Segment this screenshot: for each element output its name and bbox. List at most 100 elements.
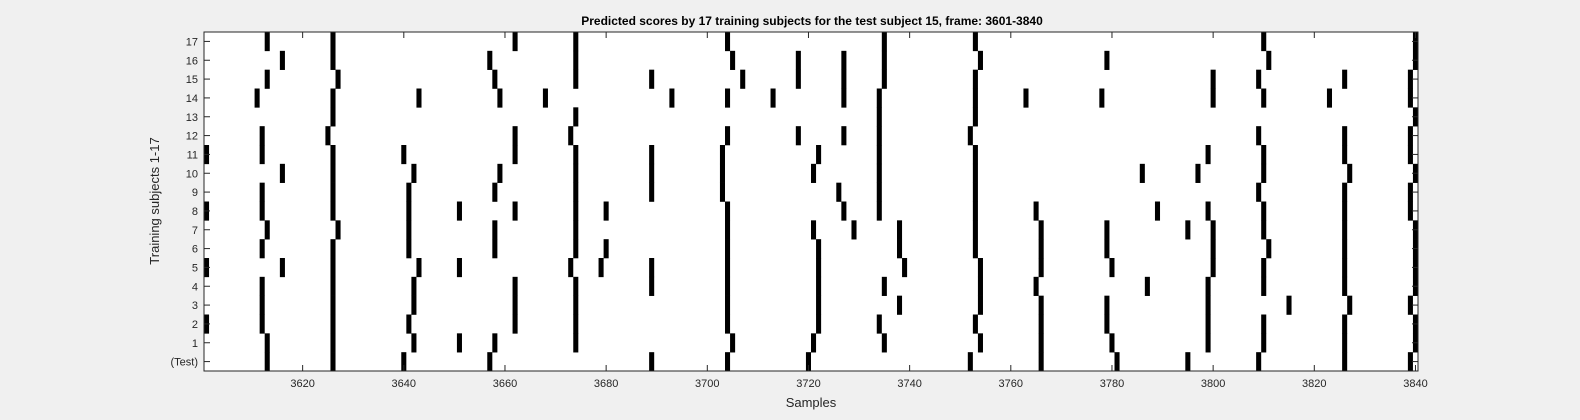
heatmap-cell xyxy=(264,32,270,52)
heatmap-cell xyxy=(1342,145,1348,165)
heatmap-cell xyxy=(1033,276,1039,296)
heatmap-cell xyxy=(401,352,407,372)
heatmap-cell xyxy=(1210,258,1216,278)
heatmap-cell xyxy=(330,258,336,278)
heatmap-cell xyxy=(259,295,265,315)
heatmap-cell xyxy=(573,50,579,70)
heatmap-cell xyxy=(264,352,270,372)
heatmap-cell xyxy=(1185,220,1191,240)
heatmap-cell xyxy=(1104,220,1110,240)
heatmap-cell xyxy=(1109,258,1115,278)
heatmap-cell xyxy=(977,50,983,70)
heatmap-cell xyxy=(573,32,579,52)
y-tick-label: 11 xyxy=(187,149,198,161)
heatmap-cell xyxy=(725,201,731,221)
heatmap-cell xyxy=(725,276,731,296)
heatmap-cell xyxy=(881,69,887,89)
heatmap-cell xyxy=(1407,295,1413,315)
heatmap-cell xyxy=(977,295,983,315)
heatmap-cell xyxy=(1038,314,1044,334)
heatmap-cell xyxy=(335,69,341,89)
heatmap-cell xyxy=(330,50,336,70)
heatmap-cell xyxy=(573,69,579,89)
heatmap-cell xyxy=(325,126,331,146)
heatmap-cell xyxy=(967,352,973,372)
heatmap-cell xyxy=(1326,88,1333,108)
heatmap-cell xyxy=(254,88,260,108)
x-tick-label: 3680 xyxy=(594,378,618,390)
heatmap-cell xyxy=(497,88,503,108)
heatmap-cell xyxy=(1261,88,1267,108)
x-tick-label: 3660 xyxy=(493,378,517,390)
heatmap-cell xyxy=(411,295,417,315)
heatmap-cell xyxy=(416,258,422,278)
heatmap-cell xyxy=(972,145,978,165)
y-tick-label: 8 xyxy=(192,206,198,218)
heatmap-cell xyxy=(1210,220,1216,240)
heatmap-cell xyxy=(411,163,417,183)
heatmap-cell xyxy=(896,220,903,240)
heatmap-cell xyxy=(1139,163,1145,183)
heatmap-cell xyxy=(881,333,887,353)
heatmap-cell xyxy=(492,239,498,259)
heatmap-cell xyxy=(1205,145,1211,165)
y-tick-label: 6 xyxy=(192,244,198,256)
heatmap-cell xyxy=(811,333,817,353)
heatmap-cell xyxy=(259,239,265,259)
heatmap-cell xyxy=(795,69,801,89)
heatmap-cell xyxy=(725,314,731,334)
y-tick-label: 4 xyxy=(192,281,198,293)
heatmap-cell xyxy=(876,314,882,334)
heatmap-cell xyxy=(1342,126,1348,146)
heatmap-cell xyxy=(1261,145,1267,165)
heatmap-cell xyxy=(573,333,579,353)
y-tick-label: 10 xyxy=(186,168,198,180)
heatmap-cell xyxy=(977,276,983,296)
heatmap-cell xyxy=(573,239,579,259)
heatmap-cell xyxy=(876,107,882,127)
heatmap-cell xyxy=(719,145,726,165)
heatmap-cell xyxy=(1266,50,1272,70)
heatmap-cell xyxy=(512,201,518,221)
heatmap-cell xyxy=(876,145,882,165)
heatmap-cell xyxy=(573,145,579,165)
heatmap-cell xyxy=(573,276,579,296)
heatmap-cell xyxy=(730,333,736,353)
heatmap-cell xyxy=(411,333,417,353)
heatmap-cell xyxy=(411,276,417,296)
heatmap-cell xyxy=(816,239,822,259)
y-tick-label: 17 xyxy=(186,36,198,48)
heatmap-cell xyxy=(1261,163,1267,183)
heatmap-cell xyxy=(649,276,655,296)
heatmap-cell xyxy=(330,145,336,165)
heatmap-cell xyxy=(669,88,675,108)
heatmap-cell xyxy=(1342,276,1348,296)
heatmap-cell xyxy=(1205,314,1211,334)
heatmap-cell xyxy=(406,220,412,240)
heatmap-cell xyxy=(330,88,336,108)
heatmap-cell xyxy=(259,182,265,202)
heatmap-cell xyxy=(1261,333,1267,353)
heatmap-cell xyxy=(881,32,887,52)
heatmap-cell xyxy=(1342,333,1348,353)
heatmap-cell xyxy=(1342,352,1348,372)
y-tick-label: 15 xyxy=(186,74,198,86)
heatmap-cell xyxy=(972,239,978,259)
heatmap-cell xyxy=(406,239,412,259)
plot-area xyxy=(204,32,1418,371)
heatmap-cell xyxy=(512,126,518,146)
heatmap-cell xyxy=(573,220,579,240)
x-tick-label: 3780 xyxy=(1100,378,1124,390)
heatmap-cell xyxy=(1347,163,1353,183)
heatmap-cell xyxy=(1038,352,1044,372)
heatmap-cell xyxy=(1342,182,1348,202)
heatmap-cell xyxy=(1038,239,1044,259)
y-tick-label: 7 xyxy=(192,225,198,237)
heatmap-cell xyxy=(977,333,983,353)
axis-ticks: 3620 3640 3660 3680 3700 3720 3740 3760 3780 3800… xyxy=(171,32,1428,390)
y-tick-label: 16 xyxy=(186,55,198,67)
heatmap-cell xyxy=(406,201,412,221)
heatmap-cell xyxy=(330,107,336,127)
heatmap-cell xyxy=(816,258,822,278)
heatmap-cell xyxy=(568,126,574,146)
